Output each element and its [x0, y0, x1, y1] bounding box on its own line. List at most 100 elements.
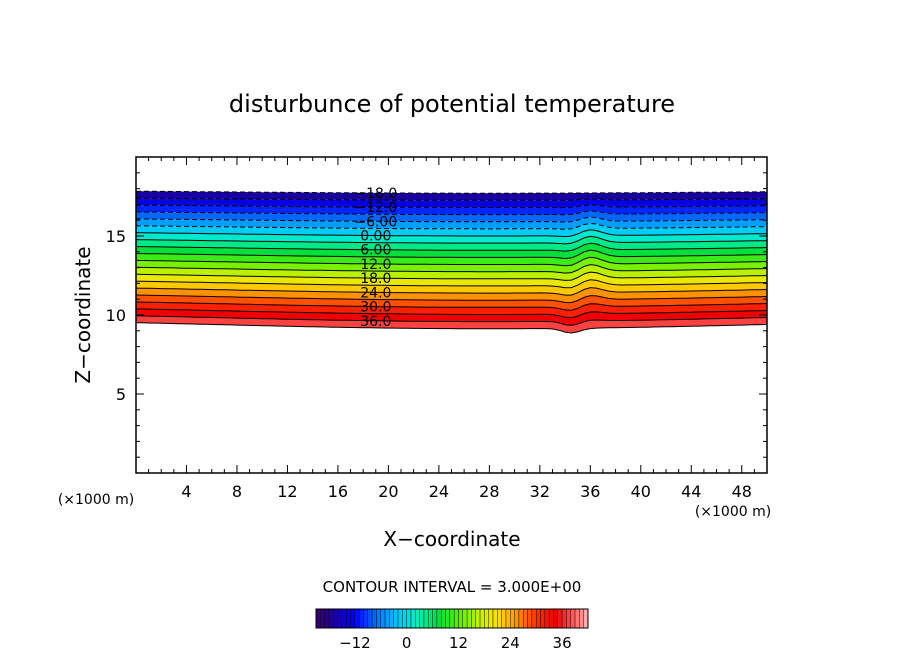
contour-label: 36.0 — [360, 314, 391, 330]
colorbar-cell — [523, 608, 528, 629]
contour-line — [135, 229, 768, 238]
colorbar-frame — [315, 608, 589, 629]
contour-line — [136, 216, 768, 223]
colorbar-tick-label: −12 — [339, 634, 371, 652]
colorbar-cell — [363, 608, 369, 629]
x-tick-label: 44 — [681, 482, 701, 501]
colorbar-cell — [574, 608, 580, 629]
colorbar-cell — [553, 608, 558, 629]
colorbar-cell — [367, 608, 373, 629]
colorbar-cell — [514, 608, 520, 629]
colorbar-cell — [527, 608, 533, 629]
contour-line — [135, 308, 768, 319]
x-tick-label: 28 — [479, 482, 499, 501]
colorbar-cell — [462, 608, 468, 629]
contour-label: 30.0 — [360, 300, 391, 316]
x-tick-label: 8 — [232, 482, 242, 501]
colorbar-cell — [505, 608, 511, 629]
y-axis-label: Z−coordinate — [71, 246, 95, 383]
colorbar-cell — [380, 608, 386, 629]
colorbar-cell — [579, 608, 584, 629]
contour-label: 6.00 — [360, 243, 391, 259]
contour-line — [135, 210, 768, 216]
contour-line — [135, 222, 768, 230]
colorbar-cell — [423, 608, 429, 629]
y-tick-label: 15 — [106, 227, 126, 246]
contour-band — [136, 217, 767, 230]
contour-line — [135, 256, 768, 267]
colorbar-cell — [544, 608, 550, 629]
contour-band — [136, 191, 767, 201]
contour-band — [136, 198, 767, 208]
contour-band — [136, 308, 767, 326]
contour-line — [135, 235, 767, 245]
x-tick-label: 20 — [378, 482, 398, 501]
colorbar-cell — [535, 608, 541, 629]
contour-label: 0.00 — [360, 229, 391, 245]
colorbar-tick-label: 36 — [553, 634, 572, 652]
y-tick-label: 5 — [116, 385, 126, 404]
colorbar-cell — [350, 608, 356, 629]
colorbar-cell — [497, 608, 502, 629]
x-tick-label: 32 — [530, 482, 550, 501]
x-tick-label: 16 — [328, 482, 348, 501]
contour-label: −12.0 — [354, 200, 397, 216]
colorbar-cell — [445, 608, 451, 629]
colorbar-tick-label: 12 — [449, 634, 468, 652]
contour-line — [136, 190, 767, 194]
colorbar: −12 0 12 24 36 — [315, 608, 589, 652]
contour-line — [135, 287, 768, 296]
colorbar-cell — [354, 608, 360, 629]
x-axis-label: X−coordinate — [383, 527, 520, 551]
contour-label: −18.0 — [354, 186, 397, 202]
colorbar-cell — [488, 608, 494, 629]
contour-line — [135, 294, 768, 304]
colorbar-cell — [337, 608, 343, 629]
x-tick-label: 48 — [732, 482, 752, 501]
colorbar-cell — [449, 608, 455, 629]
contour-interval-text: CONTOUR INTERVAL = 3.000E+00 — [323, 578, 582, 596]
contour-line — [135, 279, 768, 289]
colorbar-cell — [415, 608, 420, 629]
colorbar-cell — [346, 608, 351, 629]
colorbar-cell — [402, 608, 407, 629]
contour-line — [135, 204, 768, 208]
colorbar-cell — [570, 608, 576, 629]
colorbar-cell — [389, 608, 394, 629]
colorbar-cell — [419, 608, 425, 629]
colorbar-cell — [492, 608, 498, 629]
z-unit-label: (×1000 m) — [58, 492, 134, 508]
colorbar-cell — [371, 608, 377, 629]
colorbar-cell — [315, 608, 321, 629]
colorbar-cell — [324, 608, 330, 629]
colorbar-cell — [466, 608, 472, 629]
colorbar-cell — [428, 608, 433, 629]
colorbar-cell — [328, 608, 334, 629]
colorbar-cell — [406, 608, 412, 629]
contour-band — [136, 204, 767, 215]
colorbar-cell — [475, 608, 481, 629]
colorbar-cell — [531, 608, 537, 629]
contour-line — [135, 271, 768, 281]
x-tick-label: 12 — [277, 482, 297, 501]
colorbar-tick-label: 24 — [501, 634, 520, 652]
contour-label: −6.00 — [354, 214, 397, 230]
colorbar-cell — [397, 608, 403, 629]
colorbar-cell — [548, 608, 554, 629]
colorbar-cell — [501, 608, 507, 629]
colorbar-cell — [479, 608, 485, 629]
colorbar-cell — [540, 608, 546, 629]
colorbar-cell — [376, 608, 381, 629]
x-tick-label: 40 — [631, 482, 651, 501]
colorbar-tick-label: 0 — [402, 634, 412, 652]
colorbar-cell — [393, 608, 399, 629]
contour-band — [136, 229, 767, 244]
plot-area: −18.0−12.0−6.000.006.0012.018.024.030.03… — [106, 156, 768, 501]
colorbar-cell — [358, 608, 364, 629]
colorbar-cell — [458, 608, 464, 629]
chart-title: disturbunce of potential temperature — [229, 90, 675, 118]
colorbar-cell — [510, 608, 515, 629]
colorbar-cell — [341, 608, 347, 629]
colorbar-cell — [333, 608, 338, 629]
